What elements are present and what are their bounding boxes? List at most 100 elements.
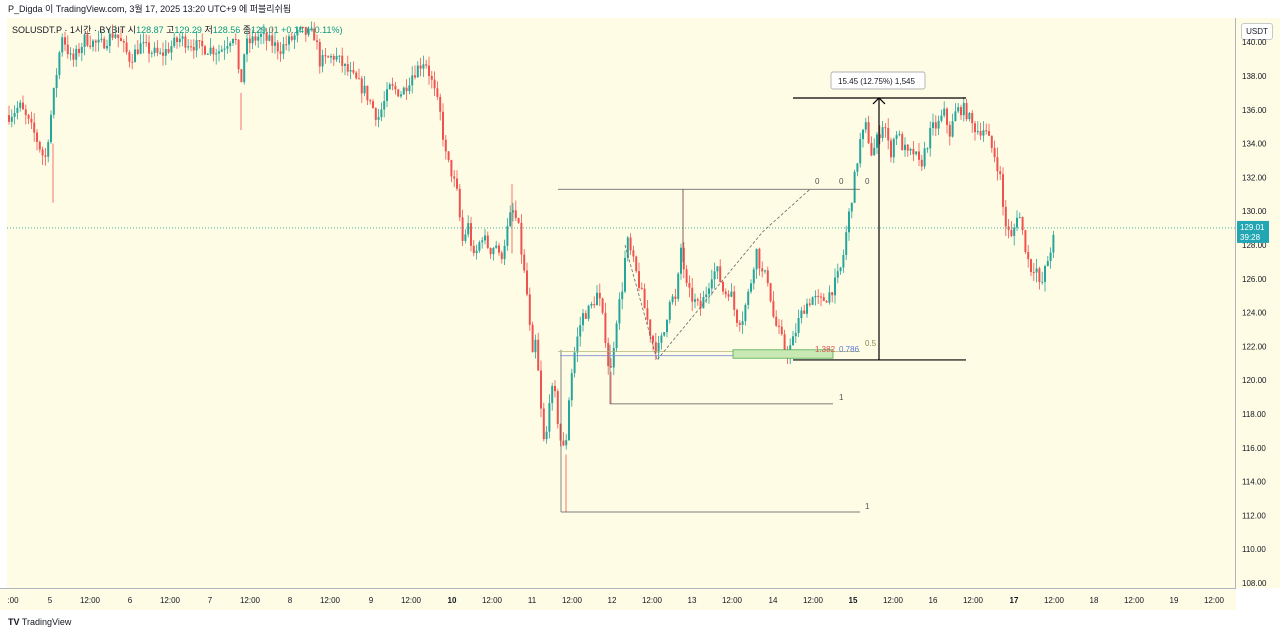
candle-body <box>881 127 884 139</box>
candle-body <box>836 271 839 278</box>
candle-body <box>643 288 646 309</box>
high-label: 고 <box>166 25 175 35</box>
candle-body <box>694 299 696 302</box>
candle-body <box>220 49 223 52</box>
candle-body <box>579 325 582 337</box>
candle-body <box>814 295 817 298</box>
candle-body <box>990 135 993 148</box>
candle-body <box>159 52 162 54</box>
candle-body <box>940 115 943 121</box>
y-tick-label: 108.00 <box>1242 579 1267 588</box>
candle-body <box>537 339 540 371</box>
candle-body <box>332 55 335 60</box>
candle-body <box>800 310 803 319</box>
candle-body <box>198 40 201 42</box>
candle-body <box>738 322 741 325</box>
candle-body <box>503 245 506 260</box>
candle-body <box>1016 217 1018 228</box>
projection-dashed-line <box>624 188 811 361</box>
candle-body <box>666 319 668 333</box>
candle-body <box>932 122 934 129</box>
candle-body <box>568 400 570 441</box>
chart-plot-area[interactable] <box>7 18 1236 588</box>
candle-body <box>125 42 128 53</box>
x-tick-label: 12:00 <box>240 596 261 605</box>
currency-button[interactable]: USDT <box>1241 23 1273 40</box>
candle-body <box>528 294 531 325</box>
candle-body <box>573 352 576 374</box>
candle-body <box>142 42 145 44</box>
candle-body <box>464 234 467 241</box>
candle-body <box>946 108 948 126</box>
candle-body <box>86 34 89 46</box>
candle-body <box>324 55 327 57</box>
candle-body <box>234 38 237 40</box>
candle-body <box>254 36 257 41</box>
candle-body <box>744 304 747 322</box>
candle-body <box>44 155 47 157</box>
candle-body <box>237 39 240 70</box>
candle-body <box>251 36 254 44</box>
candle-body <box>962 103 965 116</box>
candle-body <box>876 134 878 148</box>
candle-body <box>374 108 377 120</box>
y-tick-label: 110.00 <box>1242 545 1266 554</box>
candle-body <box>428 65 430 76</box>
candle-body <box>484 235 486 241</box>
candle-body <box>708 288 710 295</box>
y-tick-label: 138.00 <box>1242 72 1267 81</box>
candle-body <box>167 49 170 53</box>
x-tick-label: 12:00 <box>562 596 583 605</box>
candle-body <box>867 122 870 144</box>
candle-body <box>912 148 915 155</box>
candle-body <box>402 87 405 95</box>
candle-body <box>268 35 271 41</box>
candle-body <box>892 138 895 158</box>
candle-body <box>677 273 680 299</box>
candle-body <box>968 112 971 120</box>
candle-body <box>772 301 775 317</box>
candle-body <box>551 385 554 404</box>
candle-body <box>136 49 139 54</box>
candle-body <box>472 245 475 254</box>
time-axis[interactable] <box>0 588 1236 610</box>
measure-label-box <box>830 71 926 90</box>
candle-body <box>419 65 422 69</box>
candle-body <box>792 336 794 346</box>
candle-body <box>470 223 472 246</box>
candle-body <box>153 47 156 53</box>
candle-body <box>344 63 346 66</box>
close-value: 129.01 <box>251 25 279 35</box>
candle-body <box>411 75 414 86</box>
candle-body <box>898 134 901 136</box>
candle-body <box>1032 272 1035 274</box>
candle-body <box>111 33 114 38</box>
candle-body <box>864 122 867 130</box>
candle-body <box>862 129 864 140</box>
candle-body <box>811 297 814 305</box>
candle-body <box>148 42 150 54</box>
candle-body <box>705 294 708 298</box>
candle-body <box>517 218 520 223</box>
candle-body <box>629 237 632 251</box>
candle-body <box>621 291 624 300</box>
candle-body <box>730 291 733 297</box>
candle-body <box>702 297 705 309</box>
candle-body <box>391 84 394 86</box>
price-axis[interactable] <box>1236 18 1280 588</box>
candle-body <box>383 101 386 110</box>
candle-body <box>50 114 52 143</box>
candle-body <box>719 266 722 282</box>
candle-body <box>906 144 909 151</box>
x-tick-label: 15 <box>849 596 858 605</box>
candle-body <box>299 27 302 30</box>
candle-body <box>635 256 638 272</box>
y-tick-label: 114.00 <box>1242 478 1266 487</box>
x-tick-label: 12:00 <box>1124 596 1145 605</box>
x-tick-label: 11 <box>528 596 537 605</box>
symbol-name: SOLUSDT.P · 1시간 · BYBIT <box>12 25 126 35</box>
candle-body <box>976 131 979 133</box>
x-tick-label: 16 <box>929 596 938 605</box>
candle-body <box>327 56 330 58</box>
x-tick-label: 7 <box>208 596 213 605</box>
